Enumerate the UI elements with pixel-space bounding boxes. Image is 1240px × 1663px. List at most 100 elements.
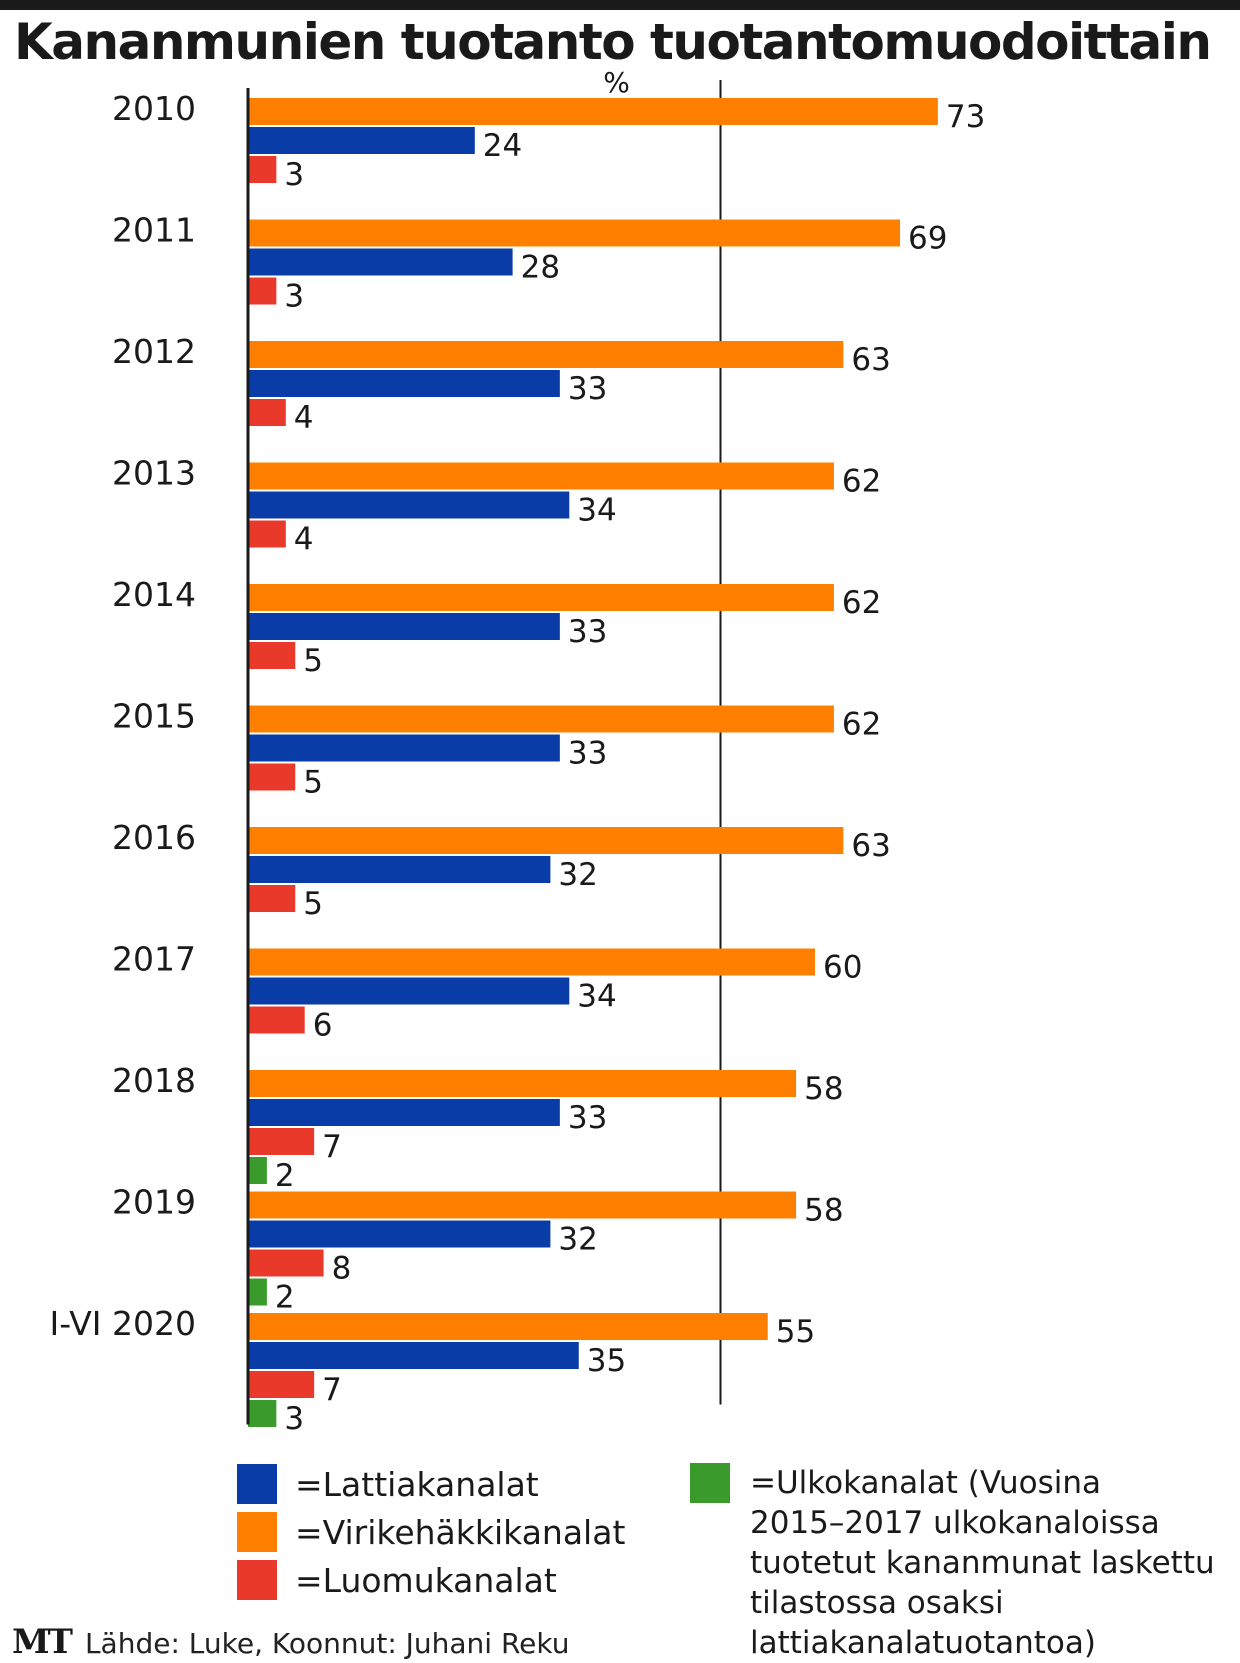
bar-virike (248, 1070, 797, 1097)
bar-luomu (248, 399, 286, 426)
data-label-luomu: 7 (322, 1372, 342, 1408)
legend-swatch-luomu (237, 1560, 277, 1600)
data-label-lattia: 34 (577, 979, 616, 1015)
bar-lattia (248, 370, 560, 397)
top-rule (0, 0, 1240, 10)
legend-item-ulko: =Ulkokanalat (Vuosina 2015–2017 ulkokana… (690, 1463, 1230, 1663)
data-label-virike: 60 (823, 950, 862, 986)
data-label-luomu: 5 (303, 643, 323, 679)
bar-lattia (248, 734, 560, 762)
bar-lattia (248, 1342, 579, 1369)
category-label: 2014 (112, 575, 196, 614)
category-label: 2010 (112, 89, 196, 128)
unit-label: % (603, 70, 630, 99)
bar-virike (248, 827, 844, 854)
data-label-lattia: 34 (577, 493, 616, 529)
category-label: I-VI 2020 (50, 1304, 197, 1343)
legend-item-lattia: =Lattiakanalat (237, 1464, 539, 1504)
data-label-lattia: 28 (521, 250, 560, 286)
data-label-virike: 69 (908, 221, 947, 257)
source-credit: Lähde: Luke, Koonnut: Juhani Reku (84, 1627, 570, 1660)
bar-luomu (248, 277, 277, 305)
bar-ulko (248, 1400, 277, 1427)
data-label-virike: 63 (851, 828, 890, 864)
bar-lattia (248, 613, 560, 640)
bar-lattia (248, 977, 570, 1005)
data-label-virike: 62 (842, 585, 881, 621)
legend-note-line: tilastossa osaksi (750, 1585, 1004, 1621)
bar-virike (248, 948, 815, 976)
legend-note-line: lattiakanalatuotantoa) (750, 1625, 1096, 1661)
data-label-luomu: 7 (322, 1129, 342, 1165)
legend-note-line: =Ulkokanalat (Vuosina (750, 1465, 1101, 1501)
legend-swatch-virike (237, 1512, 277, 1552)
bar-ulko (248, 1278, 267, 1306)
data-label-virike: 55 (776, 1314, 815, 1350)
data-label-luomu: 3 (284, 157, 304, 193)
legend-label-lattia: =Lattiakanalat (295, 1464, 539, 1504)
data-label-lattia: 24 (483, 128, 522, 164)
bar-ulko (248, 1157, 267, 1184)
data-label-ulko: 2 (275, 1158, 295, 1194)
bar-virike (248, 219, 901, 247)
data-label-virike: 58 (804, 1071, 843, 1107)
data-label-luomu: 4 (294, 400, 314, 436)
category-label: 2018 (112, 1061, 196, 1100)
data-label-lattia: 32 (558, 857, 597, 893)
bar-luomu (248, 763, 296, 791)
legend-label-luomu: =Luomukanalat (295, 1560, 557, 1600)
bar-virike (248, 584, 834, 611)
data-label-lattia: 33 (568, 371, 607, 407)
data-label-lattia: 33 (568, 1100, 607, 1136)
publisher-logo: MT (12, 1622, 73, 1662)
data-label-lattia: 32 (558, 1222, 597, 1258)
data-label-luomu: 6 (313, 1008, 333, 1044)
bar-lattia (248, 1099, 560, 1126)
bar-luomu (248, 1371, 315, 1398)
bar-lattia (248, 127, 475, 154)
data-label-virike: 63 (851, 342, 890, 378)
chart-title: Kananmunien tuotanto tuotantomuodoittain (14, 13, 1212, 71)
bar-luomu (248, 520, 286, 548)
footer: MT Lähde: Luke, Koonnut: Juhani Reku (12, 1622, 570, 1662)
data-label-lattia: 33 (568, 736, 607, 772)
category-label: 2019 (112, 1183, 196, 1222)
data-label-ulko: 3 (284, 1401, 304, 1437)
category-label: 2017 (112, 940, 196, 979)
data-label-ulko: 2 (275, 1280, 295, 1316)
data-label-luomu: 5 (303, 765, 323, 801)
data-label-virike: 62 (842, 707, 881, 743)
bar-luomu (248, 885, 296, 912)
data-label-lattia: 35 (587, 1343, 626, 1379)
data-label-luomu: 5 (303, 886, 323, 922)
legend-item-virike: =Virikehäkkikanalat (237, 1512, 625, 1552)
legend-label-virike: =Virikehäkkikanalat (295, 1512, 626, 1552)
legend-item-luomu: =Luomukanalat (237, 1560, 557, 1600)
bar-luomu (248, 642, 296, 669)
legend-swatch-lattia (237, 1464, 277, 1504)
bar-luomu (248, 156, 277, 183)
category-label: 2012 (112, 332, 196, 371)
data-label-luomu: 8 (332, 1251, 352, 1287)
bar-lattia (248, 491, 570, 519)
bar-lattia (248, 1220, 551, 1248)
bar-virike (248, 705, 834, 733)
bar-virike (248, 1191, 797, 1219)
bar-luomu (248, 1128, 315, 1155)
bar-luomu (248, 1006, 305, 1034)
data-label-luomu: 4 (294, 522, 314, 558)
category-label: 2011 (112, 211, 196, 250)
category-label: 2013 (112, 454, 196, 493)
bar-virike (248, 98, 938, 125)
bar-virike (248, 462, 834, 490)
legend-note-line: 2015–2017 ulkokanaloissa (750, 1505, 1160, 1541)
category-label: 2016 (112, 818, 196, 857)
bar-lattia (248, 856, 551, 883)
data-label-lattia: 33 (568, 614, 607, 650)
bar-lattia (248, 248, 513, 276)
legend-swatch-ulko (690, 1463, 730, 1503)
bar-virike (248, 341, 844, 368)
data-label-virike: 73 (946, 99, 985, 135)
data-label-luomu: 3 (284, 279, 304, 315)
